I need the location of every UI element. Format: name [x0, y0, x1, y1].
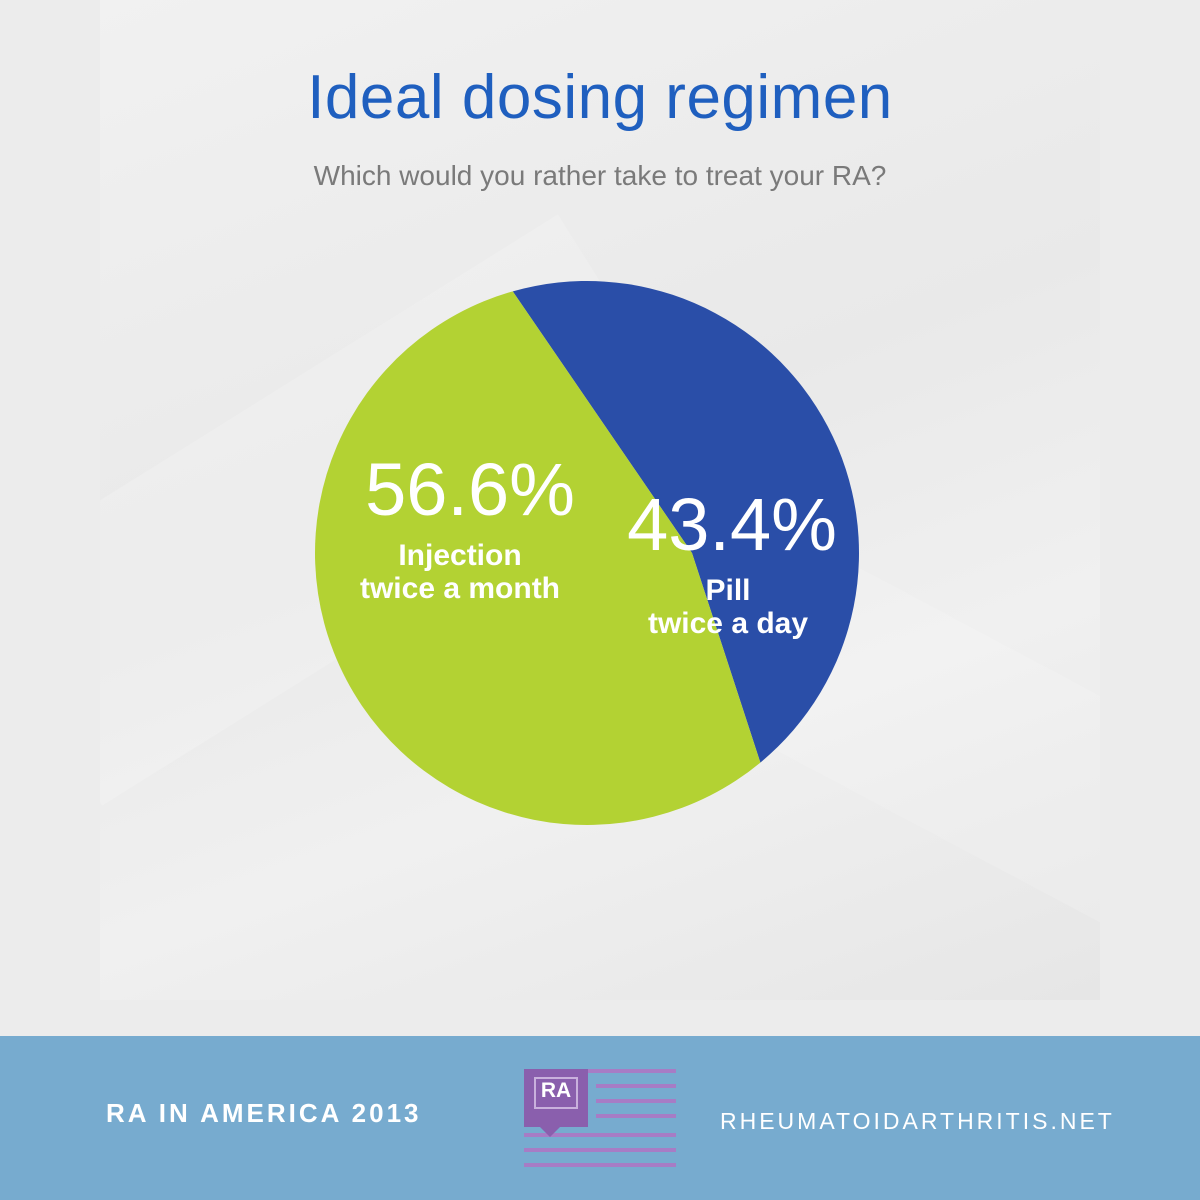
infographic-card: Ideal dosing regimen Which would you rat… — [100, 0, 1100, 1000]
speech-bubble-tail — [538, 1125, 562, 1137]
footer-site-link[interactable]: RHEUMATOIDARTHRITIS.NET — [720, 1108, 1115, 1134]
logo-stripe — [524, 1133, 676, 1137]
slice-category-label-pill-line1: Pill — [705, 574, 750, 607]
slice-value-label-injection: 56.6% — [365, 448, 575, 531]
logo-stripe — [596, 1084, 676, 1088]
ra-flag-logo[interactable]: RA — [524, 1069, 676, 1169]
pie-slice-pill — [512, 280, 859, 763]
logo-stripe — [524, 1148, 676, 1152]
pie-layer — [315, 280, 859, 825]
pie-slice-injection — [315, 291, 761, 825]
slice-category-label-injection-line2: twice a month — [360, 572, 560, 605]
logo-text: RA — [540, 1079, 572, 1102]
slice-category-label-pill-line2: twice a day — [648, 607, 808, 640]
slice-category-label-injection-line1: Injection — [398, 539, 521, 572]
slice-value-label-pill: 43.4% — [627, 483, 837, 566]
pie-chart: 56.6% Injection twice a month 43.4% Pill… — [315, 280, 859, 825]
speech-bubble-icon: RA — [524, 1069, 588, 1127]
logo-stripe — [524, 1163, 676, 1167]
speech-bubble-outline — [534, 1077, 578, 1109]
logo-stripe — [596, 1099, 676, 1103]
logo-stripe — [524, 1069, 676, 1073]
chart-title: Ideal dosing regimen — [307, 63, 893, 132]
chart-subtitle: Which would you rather take to treat you… — [313, 160, 887, 191]
footer-bar: RA IN AMERICA 2013 RA RHEUMATOIDARTHRITI… — [0, 1036, 1200, 1200]
logo-stripe — [596, 1114, 676, 1118]
footer-campaign-label: RA IN AMERICA 2013 — [106, 1098, 422, 1128]
